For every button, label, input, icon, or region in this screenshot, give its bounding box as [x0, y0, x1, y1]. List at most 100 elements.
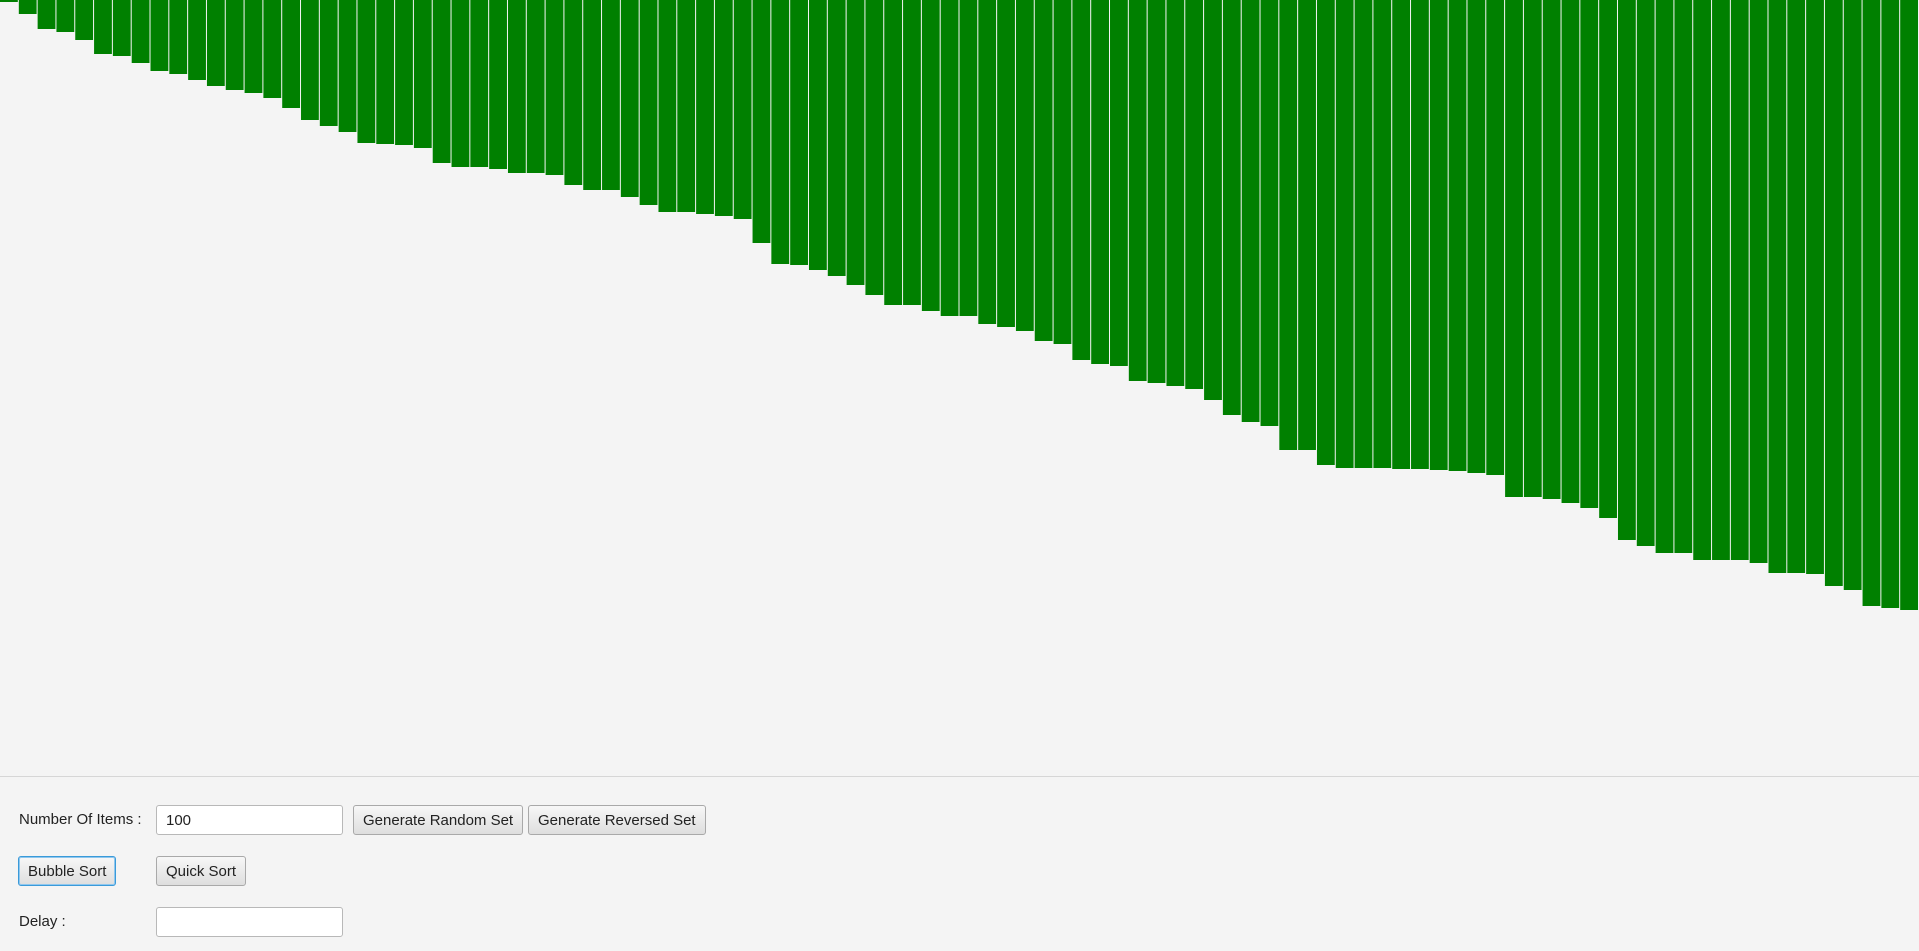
- bar: [1279, 0, 1298, 450]
- bar: [112, 0, 131, 56]
- bar: [1392, 0, 1411, 469]
- bar: [451, 0, 470, 167]
- bar: [564, 0, 583, 185]
- bar: [131, 0, 150, 63]
- bar: [752, 0, 771, 243]
- bar: [1843, 0, 1862, 590]
- bar: [432, 0, 451, 163]
- bar: [583, 0, 602, 190]
- bar: [733, 0, 752, 219]
- bar: [1335, 0, 1354, 468]
- bar: [1128, 0, 1147, 381]
- quick-sort-button[interactable]: Quick Sort: [156, 856, 247, 886]
- bar: [790, 0, 808, 265]
- bar: [677, 0, 696, 212]
- bar: [94, 0, 112, 54]
- bar: [206, 0, 225, 86]
- bar: [489, 0, 507, 169]
- bar: [1599, 0, 1617, 518]
- bar: [1580, 0, 1599, 508]
- bar: [1505, 0, 1523, 497]
- bar: [1185, 0, 1204, 389]
- bar: [1053, 0, 1072, 344]
- bar: [1542, 0, 1561, 499]
- bar: [1881, 0, 1900, 608]
- bar: [56, 0, 75, 32]
- bar: [188, 0, 206, 80]
- bar: [244, 0, 263, 93]
- bar: [827, 0, 846, 276]
- bar: [1561, 0, 1580, 503]
- bubble-sort-button[interactable]: Bubble Sort: [18, 856, 117, 886]
- bar: [1166, 0, 1185, 386]
- bar: [1015, 0, 1034, 331]
- bar: [1373, 0, 1392, 468]
- bar: [507, 0, 526, 173]
- bar: [1693, 0, 1712, 560]
- bar: [1787, 0, 1806, 573]
- bar: [1091, 0, 1110, 364]
- bar: [1147, 0, 1166, 383]
- bar: [696, 0, 714, 214]
- bar: [545, 0, 564, 175]
- bar: [1730, 0, 1749, 560]
- bar: [1617, 0, 1636, 540]
- control-panel: Number Of Items : Generate Random Set Ge…: [0, 777, 1919, 951]
- bar: [263, 0, 282, 98]
- bar: [150, 0, 169, 71]
- bar: [1072, 0, 1091, 360]
- bar: [1824, 0, 1843, 586]
- bar: [338, 0, 357, 132]
- bar: [846, 0, 865, 285]
- bar: [1712, 0, 1730, 560]
- delay-input[interactable]: [156, 907, 343, 937]
- bar: [1448, 0, 1467, 471]
- bar: [1034, 0, 1053, 341]
- bar: [1222, 0, 1241, 415]
- bar: [884, 0, 903, 305]
- bar: [620, 0, 639, 197]
- bar: [470, 0, 489, 167]
- bar: [1674, 0, 1693, 553]
- bar: [771, 0, 790, 264]
- bars-chart: [0, 0, 1918, 610]
- generate-random-set-button[interactable]: Generate Random Set: [353, 805, 524, 835]
- delay-label: Delay :: [19, 913, 66, 930]
- bar: [714, 0, 733, 216]
- bar: [808, 0, 827, 270]
- bar: [940, 0, 959, 316]
- bar: [921, 0, 940, 311]
- separator: [0, 776, 1919, 777]
- bar: [1260, 0, 1279, 426]
- bar: [903, 0, 921, 305]
- number-of-items-label: Number Of Items :: [19, 811, 142, 828]
- bar: [1862, 0, 1881, 606]
- bar: [1655, 0, 1674, 553]
- bar: [1204, 0, 1222, 400]
- bar: [997, 0, 1015, 327]
- bar: [978, 0, 997, 324]
- generate-reversed-set-button[interactable]: Generate Reversed Set: [528, 805, 706, 835]
- number-of-items-input[interactable]: [156, 805, 343, 835]
- bar: [18, 0, 37, 14]
- bar: [658, 0, 677, 212]
- bar: [639, 0, 658, 205]
- bar: [1900, 0, 1918, 610]
- bar: [169, 0, 188, 74]
- bar: [376, 0, 395, 144]
- bar: [413, 0, 432, 148]
- bar: [1806, 0, 1824, 574]
- bar: [1749, 0, 1768, 563]
- bar: [75, 0, 94, 40]
- bar: [1467, 0, 1486, 473]
- bar: [1429, 0, 1448, 470]
- bar: [1354, 0, 1373, 468]
- bar: [1110, 0, 1128, 366]
- bar: [1411, 0, 1429, 469]
- sort-visualizer-canvas: [0, 0, 1918, 610]
- bar: [37, 0, 56, 29]
- bar: [357, 0, 376, 143]
- bar: [301, 0, 319, 120]
- bar: [1298, 0, 1316, 450]
- bar: [602, 0, 620, 190]
